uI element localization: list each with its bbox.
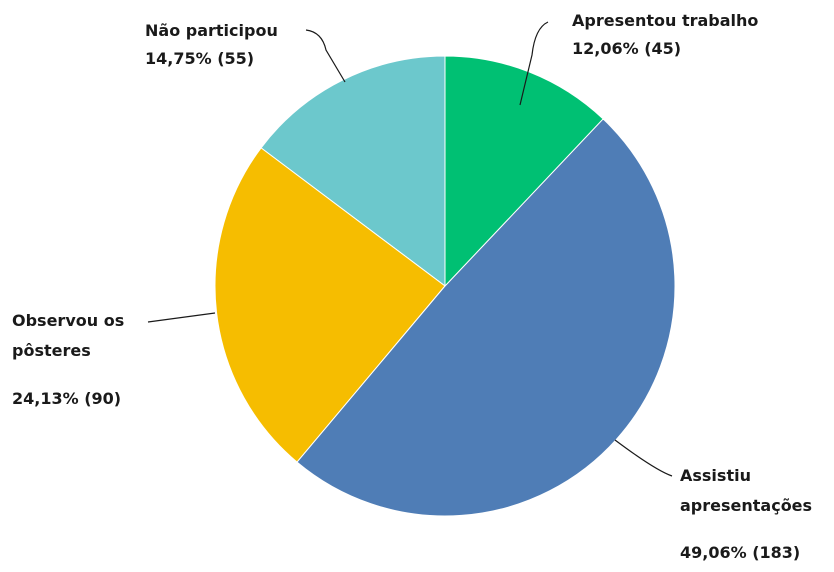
leader-line <box>614 439 673 477</box>
pie-slice <box>260 55 446 288</box>
value-label: 49,06% (183) <box>680 543 801 562</box>
value-label: 24,13% (90) <box>12 389 122 408</box>
pie-slice <box>444 55 604 288</box>
pie-slice <box>296 118 676 517</box>
leader-line <box>305 29 346 83</box>
slice-label: Apresentou trabalho <box>572 11 759 30</box>
slice-label: Não participou <box>145 21 278 40</box>
leader-line <box>147 312 216 323</box>
leader-line <box>519 21 549 106</box>
pie-slice <box>214 147 446 463</box>
slice-label: Observou os pôsteres <box>12 311 125 360</box>
value-label: 14,75% (55) <box>145 49 255 68</box>
slice-label: Assistiu apresentações <box>680 466 813 515</box>
value-label: 12,06% (45) <box>572 39 682 58</box>
